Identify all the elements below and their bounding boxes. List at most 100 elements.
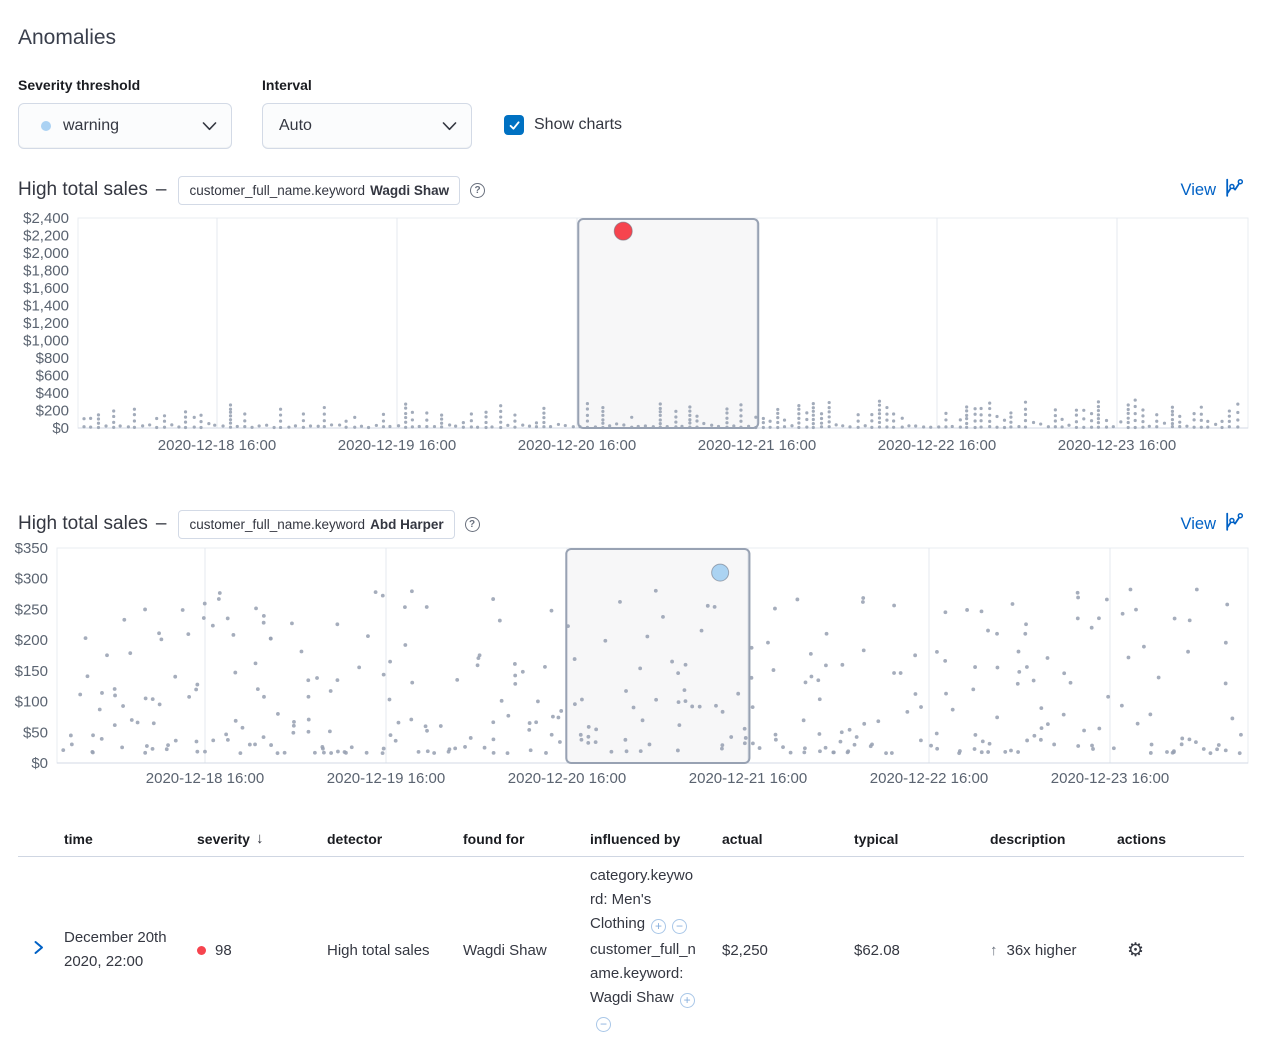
found-for-cell: Wagdi Shaw [463,941,547,959]
svg-text:$350: $350 [15,543,48,557]
column-header-severity[interactable]: severity ↓ [197,830,264,847]
influencer-item: category.keyword: Men's Clothing + − [590,867,694,934]
svg-text:$0: $0 [52,420,69,437]
expand-column-header [18,830,64,847]
add-filter-icon[interactable]: + [679,993,695,1008]
chevron-down-icon [442,121,457,131]
description-cell: ↑ 36x higher [990,941,1077,959]
svg-text:2020-12-19 16:00: 2020-12-19 16:00 [338,437,456,454]
severity-cell: 98 [197,942,327,959]
arrow-up-icon: ↑ [990,941,998,959]
anomaly-chart-wagdi-shaw[interactable]: 2020-12-18 16:00 2020-12-19 16:00 2020-12-… [0,208,1262,460]
warning-severity-dot [41,121,51,131]
column-header-detector[interactable]: detector [327,830,383,847]
view-link[interactable]: View [1181,177,1244,203]
svg-text:$400: $400 [36,385,69,402]
severity-dot [197,945,206,955]
remove-filter-icon[interactable]: − [672,919,688,934]
typical-cell: $62.08 [854,941,900,959]
view-chart-icon [1223,511,1244,537]
svg-text:2020-12-21 16:00: 2020-12-21 16:00 [689,770,807,787]
svg-text:$150: $150 [15,663,48,680]
svg-text:$1,200: $1,200 [23,315,69,332]
column-header-actions: actions [1117,830,1167,847]
expand-row-button[interactable] [18,940,64,960]
actions-cell: ⚙ [1117,937,1244,964]
svg-text:$300: $300 [15,571,48,588]
svg-text:$100: $100 [15,694,48,711]
svg-text:$50: $50 [23,724,48,741]
view-chart-icon [1223,177,1244,203]
anomaly-marker-warning[interactable] [711,563,730,582]
show-charts-checkbox[interactable]: Show charts [504,115,622,135]
svg-text:$2,400: $2,400 [23,210,69,227]
svg-text:2020-12-18 16:00: 2020-12-18 16:00 [158,437,276,454]
svg-text:2020-12-20 16:00: 2020-12-20 16:00 [518,437,636,454]
svg-text:$1,400: $1,400 [23,298,69,315]
interval-value: Auto [279,117,312,134]
svg-text:$250: $250 [15,601,48,618]
help-icon[interactable]: ? [470,182,486,198]
expand-chevron-icon [31,940,46,960]
add-filter-icon[interactable]: + [651,919,667,934]
influencer-item: customer_full_name.keyword: Wagdi Shaw +− [590,941,696,1032]
anomaly-chart-abd-harper[interactable]: 2020-12-18 16:00 2020-12-19 16:00 2020-12-… [0,543,1262,793]
chart-title-separator: – [155,179,167,200]
svg-text:2020-12-23 16:00: 2020-12-23 16:00 [1058,437,1176,454]
chart-title-separator: – [155,513,167,534]
column-header-influenced-by[interactable]: influenced by [590,830,681,847]
column-header-typical[interactable]: typical [854,830,899,847]
severity-threshold-value: warning [63,117,120,134]
chevron-down-icon [202,121,217,131]
help-icon[interactable]: ? [464,516,480,532]
svg-text:2020-12-23 16:00: 2020-12-23 16:00 [1051,770,1169,787]
table-header-row: time severity ↓ detector found for influe… [18,830,1244,857]
entity-field-value: Abd Harper [370,516,444,532]
column-header-actual[interactable]: actual [722,830,763,847]
chart-1-header: High total sales – customer_full_name.ke… [18,174,1244,206]
svg-text:2020-12-20 16:00: 2020-12-20 16:00 [508,770,626,787]
remove-filter-icon[interactable]: − [596,1017,611,1032]
svg-text:$800: $800 [36,350,69,367]
svg-text:$600: $600 [36,368,69,385]
entity-badge[interactable]: customer_full_name.keyword Abd Harper [178,509,455,539]
svg-text:$0: $0 [31,755,48,772]
severity-threshold-label: Severity threshold [18,77,141,93]
column-header-found-for[interactable]: found for [463,830,525,847]
page-title: Anomalies [18,26,117,49]
table-row: December 20th 2020, 22:00 98 High total … [18,857,1244,1043]
anomaly-marker-critical[interactable] [613,221,633,241]
detector-cell: High total sales [327,941,430,959]
svg-text:$1,600: $1,600 [23,280,69,297]
checkbox-check-icon [504,115,524,135]
column-header-time[interactable]: time [64,830,93,847]
svg-text:$1,000: $1,000 [23,333,69,350]
svg-text:$2,200: $2,200 [23,228,69,245]
chart-2-title: High total sales [18,513,148,534]
svg-text:2020-12-21 16:00: 2020-12-21 16:00 [698,437,816,454]
svg-text:$1,800: $1,800 [23,263,69,280]
svg-text:2020-12-18 16:00: 2020-12-18 16:00 [146,770,264,787]
anomalies-table: time severity ↓ detector found for influe… [0,830,1262,1043]
entity-badge[interactable]: customer_full_name.keyword Wagdi Shaw [178,175,461,205]
time-cell: December 20th 2020, 22:00 [64,929,167,970]
show-charts-label: Show charts [534,116,623,133]
view-link[interactable]: View [1181,511,1244,537]
svg-text:2020-12-19 16:00: 2020-12-19 16:00 [327,770,445,787]
entity-field-name: customer_full_name.keyword [189,516,366,532]
interval-select[interactable]: Auto [262,103,472,149]
chart-2-header: High total sales – customer_full_name.ke… [18,508,1244,540]
severity-threshold-select[interactable]: warning [18,103,232,149]
column-header-description[interactable]: description [990,830,1066,847]
svg-text:$2,000: $2,000 [23,245,69,262]
entity-field-name: customer_full_name.keyword [189,182,366,198]
svg-text:2020-12-22 16:00: 2020-12-22 16:00 [870,770,988,787]
actual-cell: $2,250 [722,941,768,959]
chart-1-title: High total sales [18,179,148,200]
gear-icon[interactable]: ⚙ [1121,937,1150,964]
interval-label: Interval [262,77,312,93]
svg-text:$200: $200 [36,403,69,420]
influenced-by-cell: category.keyword: Men's Clothing + − custo… [590,864,698,1036]
svg-text:2020-12-22 16:00: 2020-12-22 16:00 [878,437,996,454]
